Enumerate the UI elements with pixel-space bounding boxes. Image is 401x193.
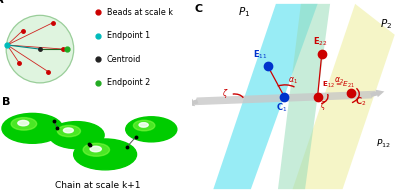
Text: $\mathbf{C}_2$: $\mathbf{C}_2$ [355, 95, 367, 108]
Circle shape [2, 113, 63, 143]
Text: $\mathbf{E}_{12}=E_{21}$: $\mathbf{E}_{12}=E_{21}$ [322, 80, 355, 90]
Circle shape [49, 122, 104, 149]
Text: Endpoint 2: Endpoint 2 [107, 78, 150, 87]
Circle shape [139, 123, 148, 127]
Circle shape [5, 115, 60, 142]
FancyArrow shape [186, 99, 198, 106]
Polygon shape [194, 91, 376, 105]
FancyArrow shape [370, 90, 384, 97]
Circle shape [126, 117, 177, 142]
Text: $P_1$: $P_1$ [238, 5, 251, 19]
Circle shape [10, 117, 55, 140]
Text: $\mathbf{C}_1$: $\mathbf{C}_1$ [276, 101, 287, 113]
Text: Beads at scale k: Beads at scale k [107, 8, 173, 17]
Circle shape [57, 125, 81, 137]
Text: B: B [2, 97, 10, 108]
Text: $\zeta$: $\zeta$ [222, 87, 228, 101]
Circle shape [52, 123, 101, 147]
Text: $\alpha_1$: $\alpha_1$ [288, 76, 298, 86]
Text: Endpoint 1: Endpoint 1 [107, 31, 150, 40]
Text: $\alpha_2$: $\alpha_2$ [334, 76, 344, 86]
Text: A: A [0, 0, 4, 5]
Circle shape [90, 146, 101, 152]
Text: $\mathbf{E}_{22}$: $\mathbf{E}_{22}$ [314, 35, 328, 48]
Circle shape [11, 118, 36, 130]
Circle shape [6, 15, 74, 83]
Circle shape [77, 141, 134, 168]
Text: C: C [194, 4, 203, 14]
Polygon shape [293, 4, 395, 189]
Text: $\zeta$: $\zeta$ [320, 99, 326, 112]
Polygon shape [213, 4, 318, 189]
Circle shape [83, 143, 109, 156]
Circle shape [81, 143, 129, 166]
Circle shape [128, 118, 174, 141]
Circle shape [56, 125, 97, 145]
Text: $\mathbf{E}_{11}$: $\mathbf{E}_{11}$ [253, 49, 267, 61]
Text: Centroid: Centroid [107, 55, 141, 64]
Circle shape [18, 120, 29, 126]
Text: $P_2$: $P_2$ [380, 17, 392, 31]
Text: $P_{12}$: $P_{12}$ [376, 138, 391, 150]
Text: Chain at scale k+1: Chain at scale k+1 [55, 181, 141, 190]
Circle shape [74, 139, 137, 170]
Polygon shape [278, 4, 330, 189]
Circle shape [132, 120, 170, 139]
Circle shape [63, 128, 73, 133]
Circle shape [134, 120, 155, 131]
